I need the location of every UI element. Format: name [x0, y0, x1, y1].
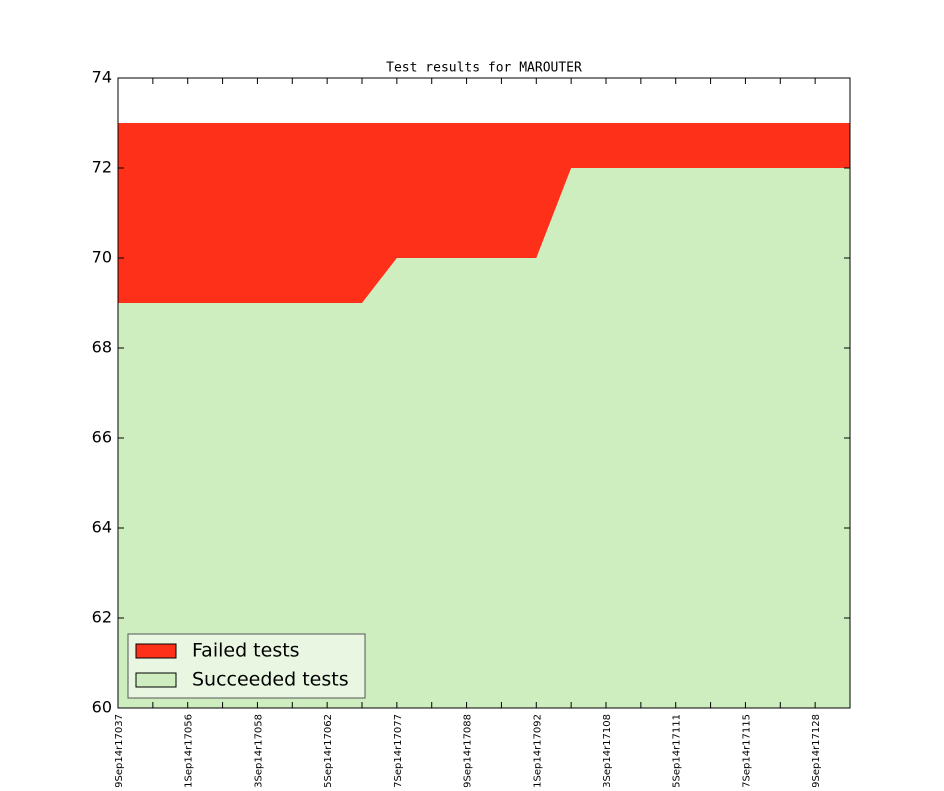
- x-tick-label: 1Sep14r17092: [532, 714, 543, 787]
- y-tick-label: 70: [92, 248, 112, 267]
- x-tick-label: 9Sep14r17088: [463, 714, 474, 787]
- x-tick-label: 5Sep14r17111: [672, 714, 683, 787]
- x-tick-label: 3Sep14r17058: [253, 714, 264, 787]
- chart-title: Test results for MAROUTER: [386, 61, 582, 76]
- x-tick-label: 7Sep14r17115: [741, 714, 752, 787]
- legend: Failed tests Succeeded tests: [127, 633, 366, 699]
- y-tick-label: 68: [92, 338, 112, 357]
- legend-swatch: [135, 672, 177, 688]
- y-tick-label: 62: [92, 608, 112, 627]
- x-tick-label: 9Sep14r17128: [811, 714, 822, 787]
- x-tick-label: 3Sep14r17108: [602, 714, 613, 787]
- legend-swatch: [135, 643, 177, 659]
- x-tick-label: 7Sep14r17077: [393, 714, 404, 787]
- x-tick-label: 5Sep14r17062: [323, 714, 334, 787]
- y-tick-label: 60: [92, 698, 112, 717]
- plot-frame: [117, 77, 851, 709]
- legend-label: Succeeded tests: [192, 669, 349, 691]
- x-tick-label: 1Sep14r17056: [184, 714, 195, 787]
- y-tick-label: 64: [92, 518, 112, 537]
- y-tick-label: 66: [92, 428, 112, 447]
- x-tick-label: 9Sep14r17037: [114, 714, 125, 787]
- legend-label: Failed tests: [192, 640, 300, 662]
- area: [118, 123, 850, 303]
- y-tick-label: 72: [92, 158, 112, 177]
- y-tick-label: 74: [92, 68, 112, 87]
